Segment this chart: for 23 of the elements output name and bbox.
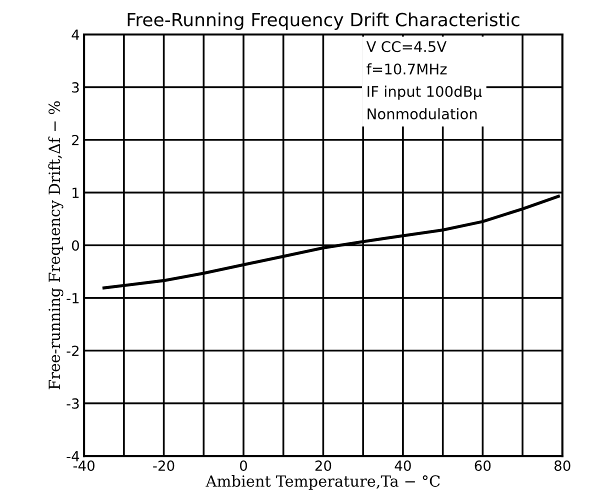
y-axis-title: Free-running Frequency Drift,Δf − % xyxy=(48,101,64,390)
x-tick-label: 40 xyxy=(394,460,411,471)
y-tick-label: 0 xyxy=(72,240,79,251)
y-tick-label: 4 xyxy=(72,30,80,40)
x-tick-label: 80 xyxy=(554,460,570,471)
y-tick-label: 3 xyxy=(72,82,79,93)
x-axis-title: Ambient Temperature,Ta − °C xyxy=(206,475,440,490)
y-tick-label: -1 xyxy=(66,293,79,304)
annotation: IF input 100dBμ xyxy=(368,86,482,100)
y-tick-label: -2 xyxy=(66,346,79,356)
chart-title: Free-Running Frequency Drift Characteristic xyxy=(128,12,520,30)
x-tick-label: 60 xyxy=(474,460,491,471)
y-tick-label: 1 xyxy=(72,188,79,198)
annotation: V CC=4.5V xyxy=(366,41,447,52)
y-tick-label: -3 xyxy=(66,398,79,409)
x-tick-label: 0 xyxy=(240,460,248,471)
x-tick-label: 20 xyxy=(315,460,332,471)
x-tick-label: -40 xyxy=(73,460,94,471)
annotation: Nonmodulation xyxy=(368,108,477,120)
annotation: f=10.7MHz xyxy=(366,63,447,75)
y-tick-label: 2 xyxy=(72,134,79,146)
y-tick-label: -4 xyxy=(66,451,80,462)
x-tick-label: -20 xyxy=(153,460,174,471)
